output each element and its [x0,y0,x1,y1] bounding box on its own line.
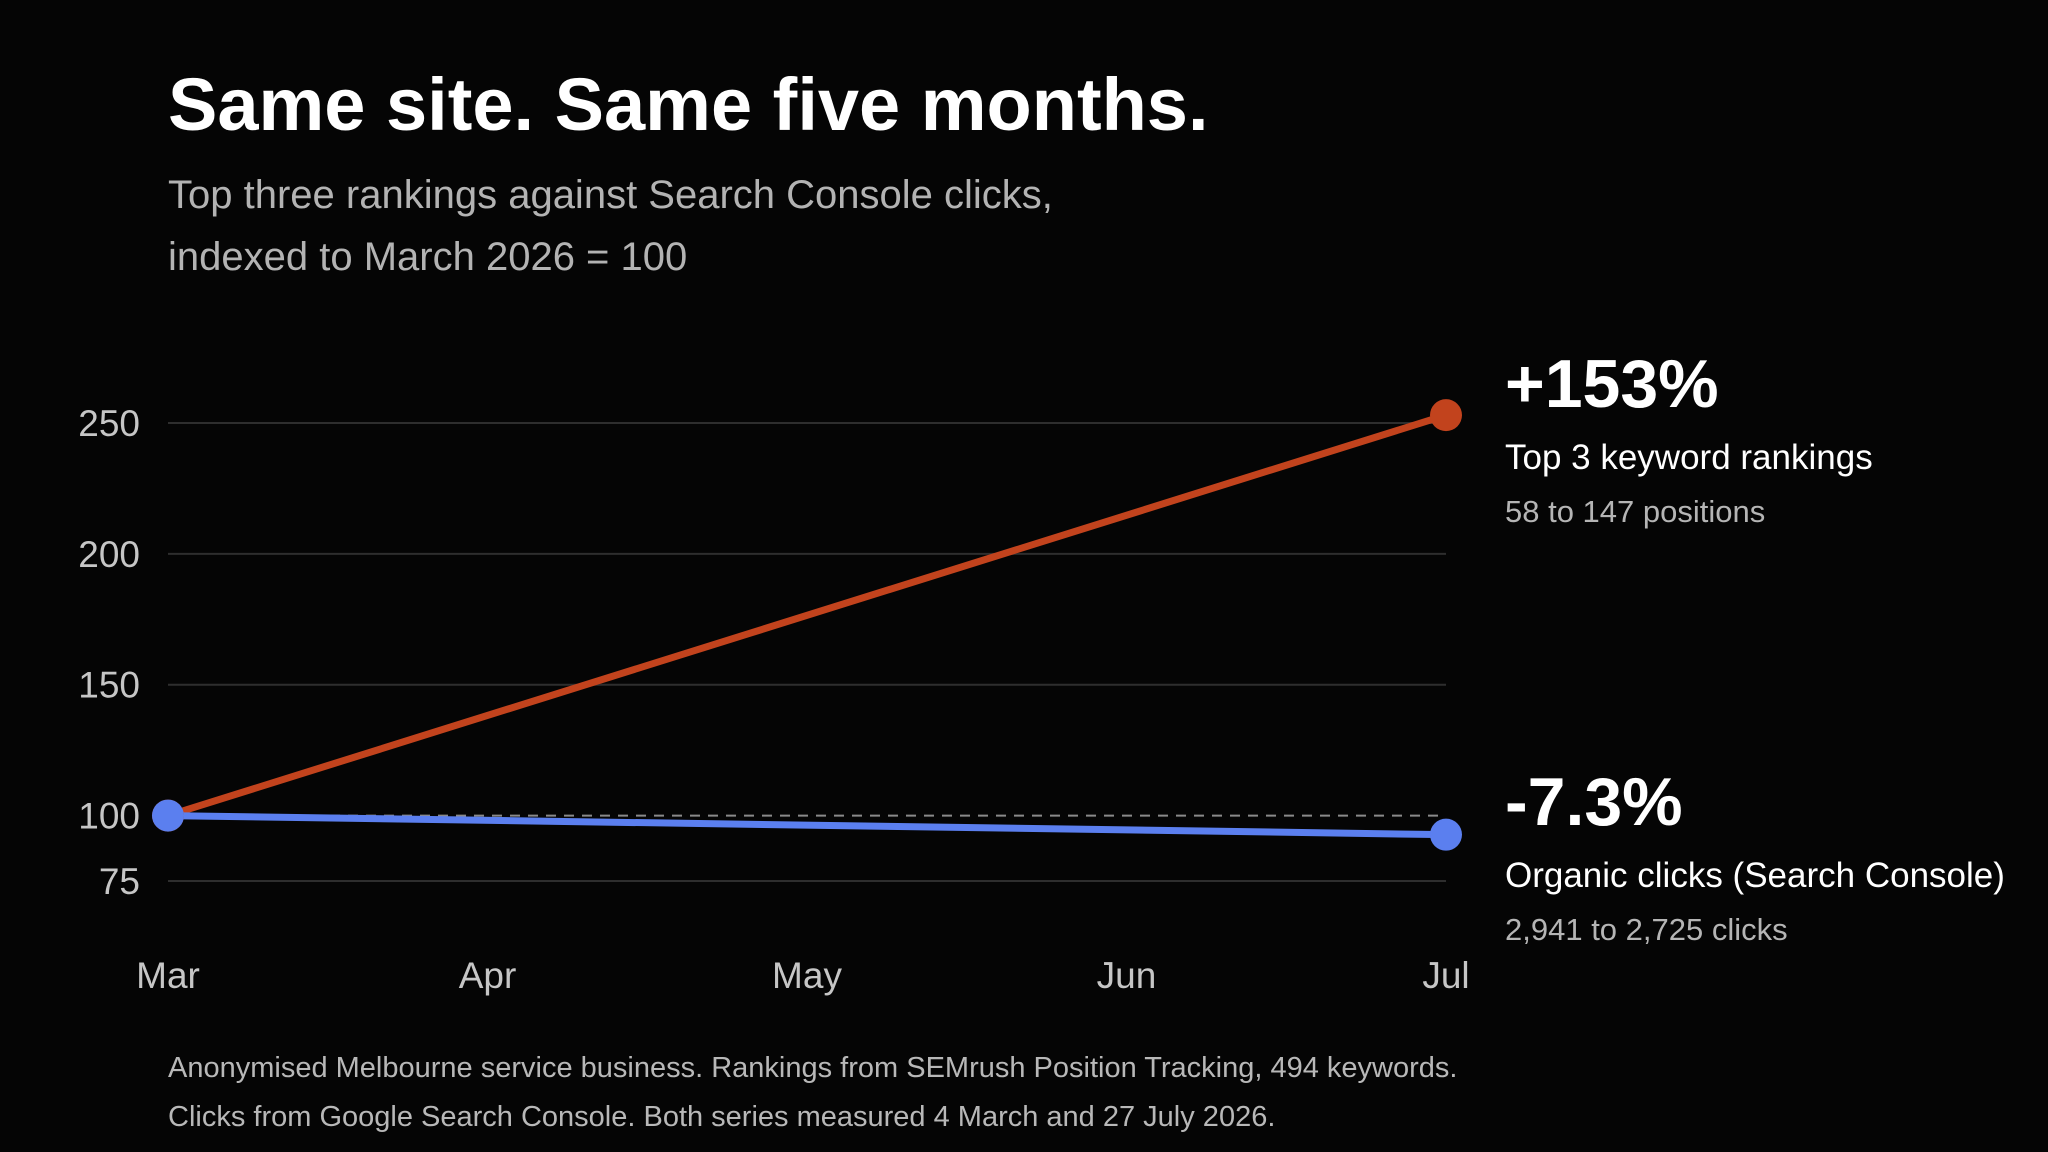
clicks-sublabel: 2,941 to 2,725 clicks [1505,912,1788,947]
footnote-line-1: Anonymised Melbourne service business. R… [168,1052,1457,1084]
chart-subtitle-line-1: Top three rankings against Search Consol… [168,173,1053,217]
x-tick-label-apr: Apr [459,955,517,996]
rankings-line [164,411,1450,820]
y-tick-label-150: 150 [78,665,140,706]
x-tick-label-may: May [772,955,842,996]
clicks-annotation: -7.3% Organic clicks (Search Console) 2,… [1505,764,2005,947]
clicks-line [164,812,1450,839]
series [152,399,1462,851]
rankings-annotation: +153% Top 3 keyword rankings 58 to 147 p… [1505,346,1873,529]
rankings-label: Top 3 keyword rankings [1505,438,1873,477]
y-tick-label-200: 200 [78,534,140,575]
x-tick-label-mar: Mar [136,955,200,996]
footnote-line-2: Clicks from Google Search Console. Both … [168,1101,1275,1133]
x-tick-label-jul: Jul [1422,955,1469,996]
y-tick-label-100: 100 [78,796,140,837]
clicks-change: -7.3% [1505,764,1683,840]
x-tick-label-jun: Jun [1097,955,1157,996]
y-tick-label-75: 75 [99,861,140,902]
chart-title: Same site. Same five months. [168,63,1209,146]
clicks-point-0 [152,799,184,832]
gridlines [168,422,1446,882]
rankings-point-1 [1430,399,1462,432]
rankings-sublabel: 58 to 147 positions [1505,494,1765,529]
y-tick-label-250: 250 [78,403,140,444]
y-axis-ticks: 75 100 150 200 250 [78,403,140,902]
clicks-point-1 [1430,818,1462,851]
rankings-change: +153% [1505,346,1719,422]
chart-subtitle-line-2: indexed to March 2026 = 100 [168,235,687,279]
clicks-label: Organic clicks (Search Console) [1505,856,2005,895]
x-axis-ticks: Mar Apr May Jun Jul [136,955,1470,996]
